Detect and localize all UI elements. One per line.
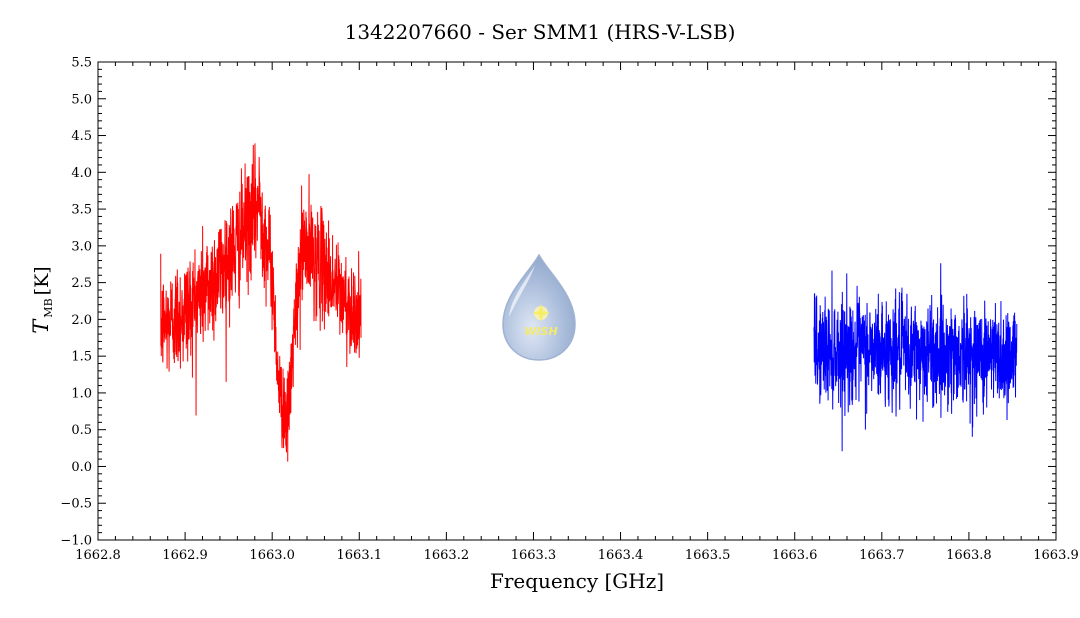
y-axis: −1.0 −0.5 0.0 0.5 1.0 1.5 2.0 2.5 3.0 3.5 4.0 4.5 5.…: [60, 56, 1056, 549]
x-tick-label: 1663.1: [337, 548, 383, 563]
y-axis-label-unit: [K]: [31, 266, 53, 295]
y-axis-label-symbol: T: [29, 318, 53, 334]
logo-text: WISH: [524, 325, 557, 338]
svg-text:TMB[K]: TMB [K]: [29, 266, 55, 333]
x-tick-label: 1663.4: [598, 548, 644, 563]
y-tick-label: 4.5: [71, 129, 92, 144]
y-axis-label: TMB [K]: [29, 266, 55, 333]
wish-logo: WISH: [502, 253, 576, 361]
x-tick-label: 1663.5: [685, 548, 731, 563]
y-tick-label: −0.5: [60, 497, 92, 512]
y-tick-label: 2.5: [71, 276, 92, 291]
x-tick-label: 1663.8: [946, 548, 992, 563]
y-tick-label: −1.0: [60, 534, 92, 549]
x-tick-label: 1663.0: [249, 548, 295, 563]
plot-frame: [97, 61, 1057, 541]
y-tick-label: 4.0: [71, 166, 92, 181]
x-tick-label: 1663.7: [859, 548, 905, 563]
y-tick-label: 3.0: [71, 239, 92, 254]
x-tick-label: 1663.6: [772, 548, 818, 563]
y-tick-label: 3.5: [71, 203, 92, 218]
x-tick-label: 1662.8: [75, 548, 121, 563]
chart-title: 1342207660 - Ser SMM1 (HRS-V-LSB): [345, 20, 736, 44]
x-tick-label: 1663.2: [424, 548, 470, 563]
x-axis-label: Frequency [GHz]: [490, 569, 664, 593]
spectrum-series-2: [813, 263, 1018, 452]
star-icon: [532, 304, 550, 322]
x-tick-label: 1662.9: [162, 548, 208, 563]
drop-highlight: [509, 265, 535, 317]
y-tick-label: 0.5: [71, 423, 92, 438]
y-tick-label: 1.0: [71, 386, 92, 401]
x-axis: 1662.8 1662.9 1663.0 1663.1 1663.2 1663.3 1663…: [75, 62, 1079, 563]
spectrum-series-1: [160, 143, 362, 462]
y-tick-label: 5.5: [71, 56, 92, 71]
y-tick-label: 2.0: [71, 313, 92, 328]
y-tick-label: 0.0: [71, 460, 92, 475]
x-tick-label: 1663.9: [1033, 548, 1079, 563]
y-tick-label: 1.5: [71, 350, 92, 365]
y-tick-label: 5.0: [71, 92, 92, 107]
plot-area: [97, 61, 1057, 541]
x-tick-label: 1663.3: [511, 548, 557, 563]
series-layer: [160, 143, 1018, 462]
y-axis-label-subscript: MB: [42, 298, 55, 317]
